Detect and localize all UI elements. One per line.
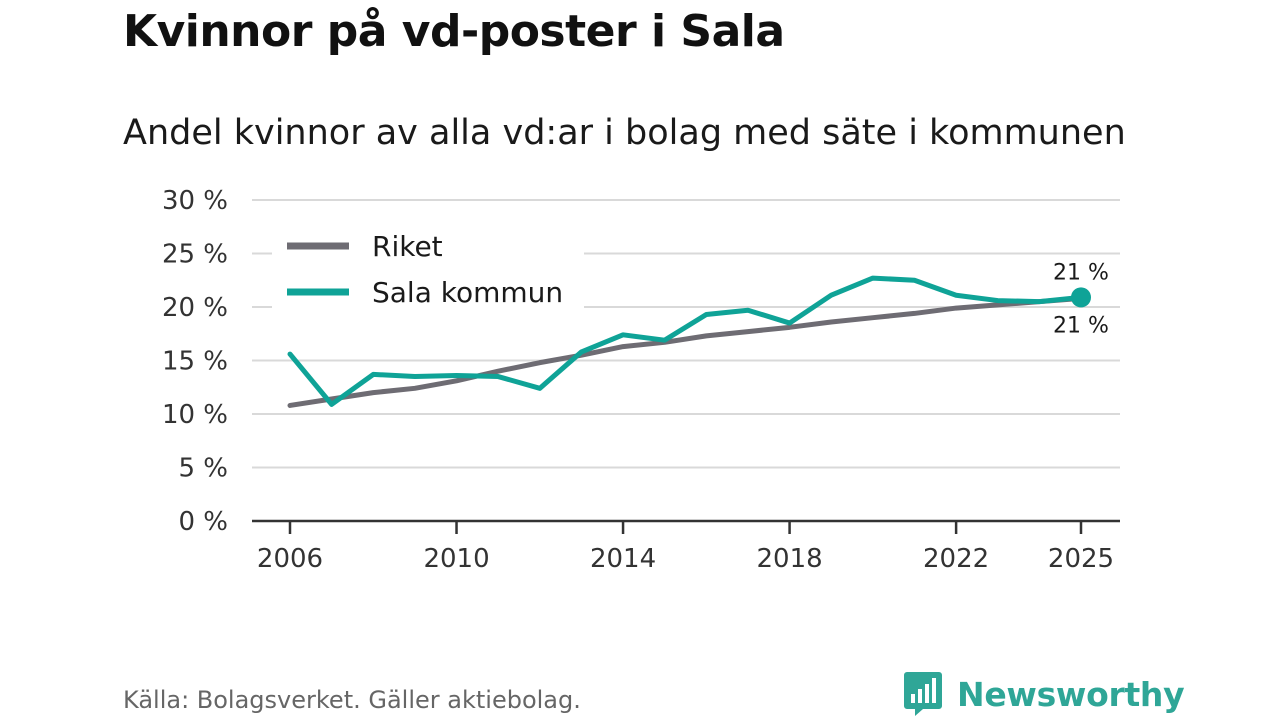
end-labels: 21 % 21 % [1053,260,1109,338]
x-tick-label: 2022 [923,544,989,574]
sala-endpoint-marker [1071,287,1091,308]
y-tick-label: 15 % [162,347,228,377]
y-tick-label: 0 % [178,507,228,537]
y-axis: 0 % 5 % 10 % 15 % 20 % 25 % 30 % [162,186,228,537]
series-line-sala-kommun [287,275,1084,407]
newsworthy-logo-icon [904,672,942,716]
series-line-riket [287,295,1084,408]
x-tick-label: 2010 [423,544,489,574]
line-chart: 0 %5 %10 %15 %20 %25 %30 % 2006 2010 2014 2… [162,186,1120,574]
x-tick-label: 2025 [1048,544,1114,574]
chart-title: Kvinnor på vd-poster i Sala [123,6,785,57]
legend: Riket Sala kommun [272,224,584,316]
riket-end-label: 21 % [1053,313,1109,338]
y-tick-label: 10 % [162,400,228,430]
x-tick-label: 2006 [257,544,323,574]
series-lines [287,275,1091,408]
x-tick-label: 2018 [756,544,822,574]
brand-name: Newsworthy [957,674,1185,714]
sala-end-label: 21 % [1053,260,1109,285]
y-tick-label: 30 % [162,186,228,216]
legend-label-sala-kommun: Sala kommun [372,276,563,309]
y-tick-label: 25 % [162,240,228,270]
legend-background [272,224,584,316]
chart-subtitle: Andel kvinnor av alla vd:ar i bolag med … [123,113,1126,153]
x-tick-label: 2014 [590,544,656,574]
x-axis: 2006 2010 2014 2018 2022 2025 [252,519,1120,574]
y-tick-label: 5 % [178,454,228,484]
y-tick-label: 20 % [162,293,228,323]
brand: Newsworthy [903,670,1185,718]
source-note: Källa: Bolagsverket. Gäller aktiebolag. [123,686,581,714]
legend-label-riket: Riket [372,230,443,263]
